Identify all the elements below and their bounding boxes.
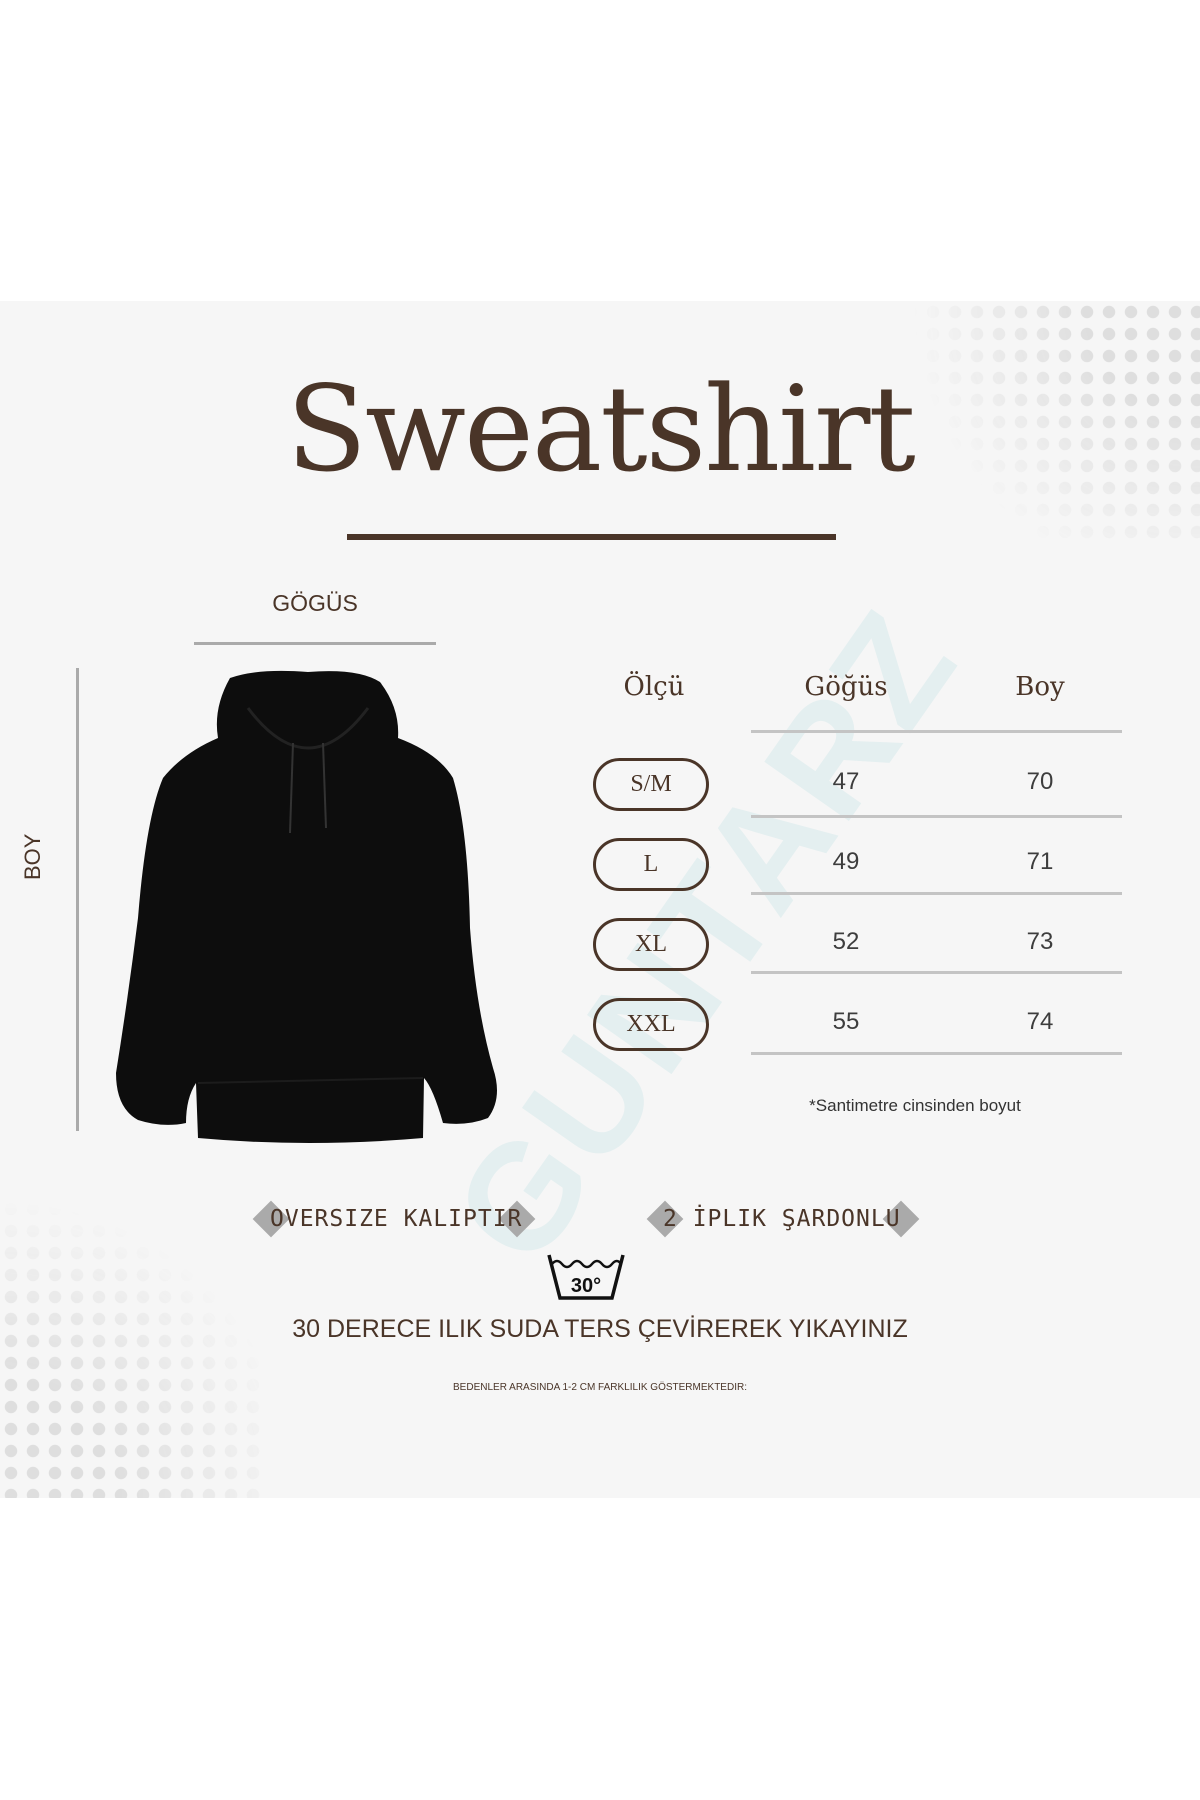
chest-value: 55: [832, 1008, 860, 1035]
chest-measure-line: [194, 642, 436, 645]
header-chest: Göğüs: [804, 672, 888, 702]
wash-temp: 30°: [571, 1275, 601, 1297]
wash-30-icon: 30°: [547, 1254, 625, 1300]
size-pill: XXL: [593, 998, 709, 1051]
chest-value: 49: [832, 848, 860, 875]
table-divider: [751, 892, 1122, 895]
dot-pattern-bottom-left: [0, 1198, 260, 1498]
header-length: Boy: [1015, 672, 1065, 702]
size-disclaimer: BEDENLER ARASINDA 1-2 CM FARKLILIK GÖSTE…: [453, 1382, 747, 1393]
chest-value: 47: [832, 768, 860, 795]
length-measure-line: [76, 668, 79, 1131]
dot-pattern-top-right: [900, 301, 1200, 541]
table-divider: [751, 1052, 1122, 1055]
length-value: 74: [1026, 1008, 1054, 1035]
chest-measure-label: GÖGÜS: [272, 590, 358, 616]
chest-value: 52: [832, 928, 860, 955]
page-title: Sweatshirt: [286, 360, 916, 498]
length-measure-label: BOY: [20, 833, 45, 880]
size-pill: S/M: [593, 758, 709, 811]
table-divider: [751, 971, 1122, 974]
size-pill: XL: [593, 918, 709, 971]
length-value: 73: [1026, 928, 1054, 955]
wash-instruction: 30 DERECE ILIK SUDA TERS ÇEVİREREK YIKAY…: [292, 1315, 908, 1343]
length-value: 70: [1026, 768, 1054, 795]
unit-note: *Santimetre cinsinden boyut: [809, 1096, 1021, 1115]
header-size: Ölçü: [623, 672, 685, 702]
size-pill: L: [593, 838, 709, 891]
hoodie-image: [116, 670, 497, 1143]
length-value: 71: [1026, 848, 1054, 875]
fabric-badge: 2 İPLIK ŞARDONLU: [646, 1200, 920, 1238]
title-underline: [347, 534, 836, 540]
oversize-badge: OVERSIZE KALIPTIR: [252, 1200, 536, 1238]
table-divider: [751, 815, 1122, 818]
table-divider: [751, 730, 1122, 733]
